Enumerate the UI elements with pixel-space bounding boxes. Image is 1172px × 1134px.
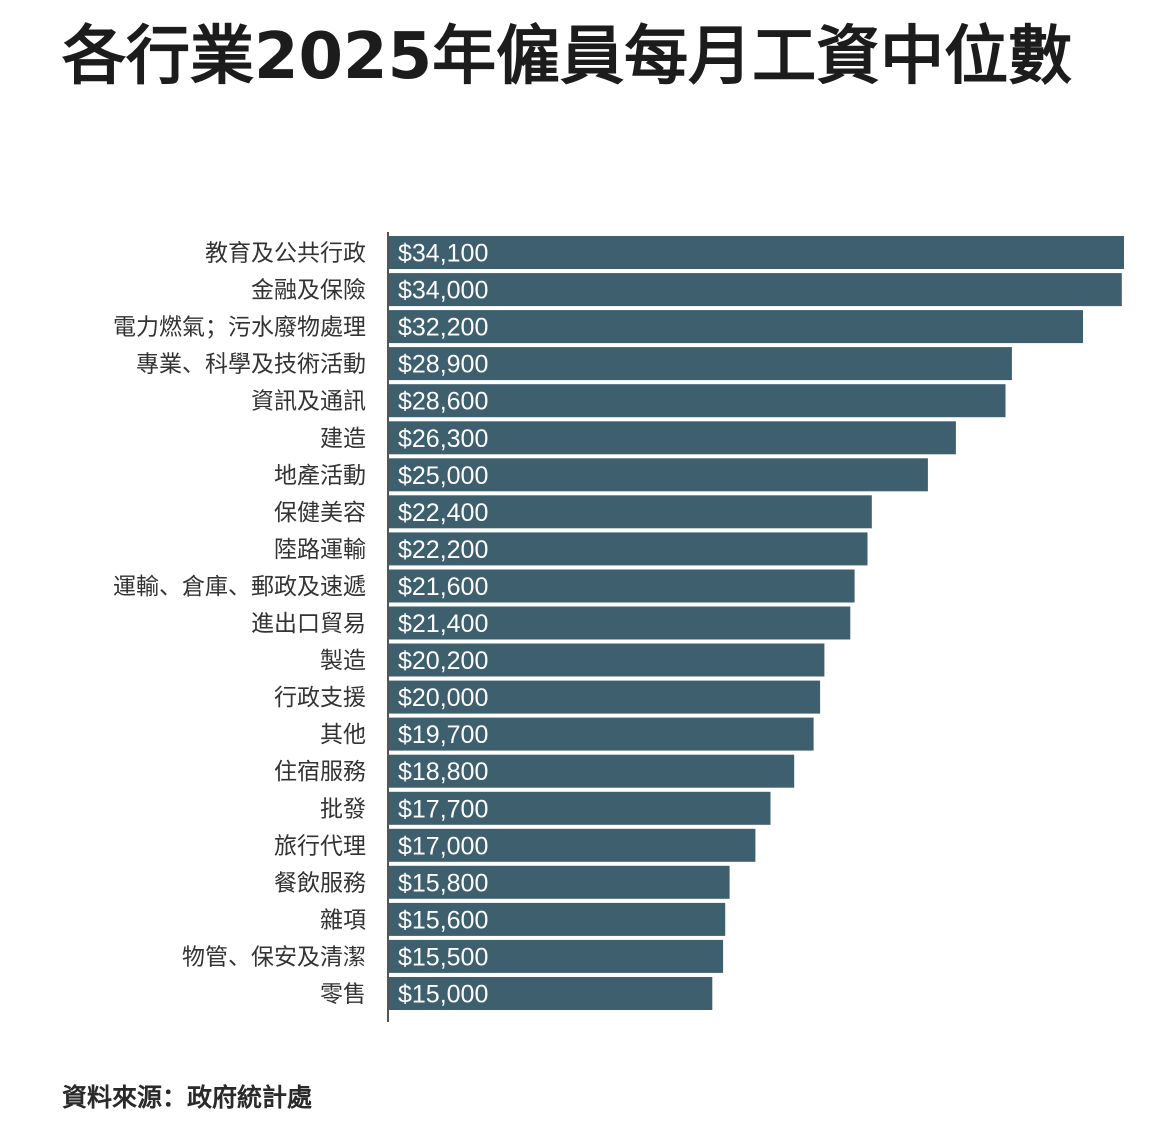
category-label: 餐飲服務 (274, 870, 366, 896)
category-label: 專業、科學及技術活動 (136, 352, 366, 378)
value-label: $15,800 (398, 869, 488, 897)
category-label: 教育及公共行政 (205, 241, 366, 267)
value-label: $19,700 (398, 721, 488, 749)
bars-group: 教育及公共行政 $34,100 金融及保險 $34,000 電力燃氣；污水廢物處理 $32… (113, 236, 1124, 1010)
value-label: $28,600 (398, 388, 488, 416)
bar (389, 569, 855, 603)
bar (389, 939, 724, 973)
bar (389, 643, 825, 677)
category-label: 行政支援 (274, 685, 366, 711)
value-label: $15,600 (398, 906, 488, 934)
bar (389, 791, 771, 825)
value-label: $28,900 (398, 351, 488, 379)
value-label: $15,000 (398, 981, 488, 1009)
bar (389, 606, 851, 640)
bar (389, 902, 726, 936)
bar (389, 273, 1122, 307)
category-label: 陸路運輸 (274, 537, 366, 563)
value-label: $15,500 (398, 943, 488, 971)
value-label: $17,000 (398, 832, 488, 860)
source-note: 資料來源：政府統計處 (62, 1083, 313, 1112)
value-label: $25,000 (398, 462, 488, 490)
bar (389, 236, 1124, 269)
value-label: $17,700 (398, 795, 488, 823)
bar (389, 977, 713, 1010)
category-label: 保健美容 (274, 500, 366, 526)
category-label: 製造 (320, 648, 366, 674)
bar (389, 828, 756, 862)
value-label: $34,000 (398, 277, 488, 305)
bar (389, 421, 956, 455)
value-label: $20,200 (398, 647, 488, 675)
value-label: $22,400 (398, 499, 488, 527)
category-label: 物管、保安及清潔 (182, 944, 366, 970)
bar (389, 347, 1012, 381)
bar (389, 458, 928, 492)
value-label: $26,300 (398, 425, 488, 453)
bar (389, 532, 868, 566)
chart-title: 各行業2025年僱員每月工資中位數 (62, 20, 1073, 94)
bar (389, 680, 821, 714)
category-label: 雜項 (320, 907, 366, 933)
value-label: $32,200 (398, 314, 488, 342)
value-label: $18,800 (398, 758, 488, 786)
bar (389, 754, 795, 788)
category-label: 建造 (320, 426, 366, 452)
value-label: $34,100 (398, 240, 488, 268)
category-label: 電力燃氣；污水廢物處理 (113, 315, 366, 341)
category-label: 金融及保險 (251, 278, 366, 304)
bar (389, 384, 1006, 418)
bar (389, 865, 730, 899)
value-label: $21,600 (398, 573, 488, 601)
bar (389, 717, 814, 751)
category-label: 進出口貿易 (251, 611, 366, 637)
category-label: 批發 (320, 796, 366, 822)
bar (389, 310, 1083, 344)
category-label: 住宿服務 (274, 759, 366, 785)
category-label: 地產活動 (274, 463, 366, 489)
value-label: $21,400 (398, 610, 488, 638)
category-label: 運輸、倉庫、郵政及速遞 (113, 574, 366, 600)
category-label: 零售 (320, 982, 366, 1008)
bar (389, 495, 872, 529)
category-label: 其他 (320, 722, 366, 748)
value-label: $22,200 (398, 536, 488, 564)
category-label: 資訊及通訊 (251, 389, 366, 415)
category-label: 旅行代理 (274, 833, 366, 859)
value-label: $20,000 (398, 684, 488, 712)
